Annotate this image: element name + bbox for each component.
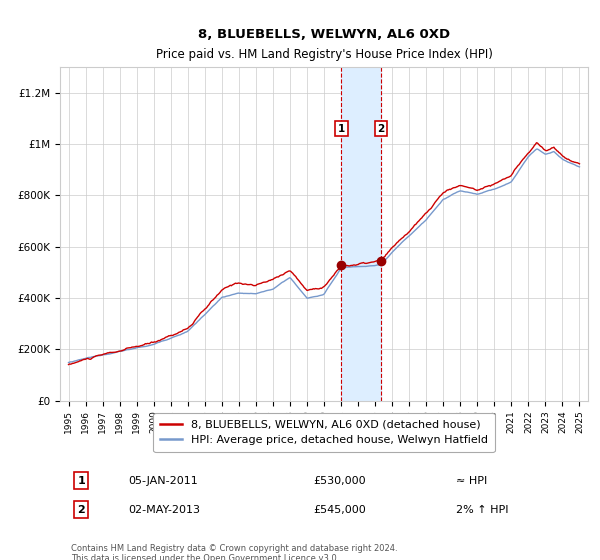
Text: 1: 1 bbox=[77, 476, 85, 486]
Text: Price paid vs. HM Land Registry's House Price Index (HPI): Price paid vs. HM Land Registry's House … bbox=[155, 48, 493, 60]
Bar bbox=[341, 67, 381, 400]
Text: £530,000: £530,000 bbox=[313, 476, 366, 486]
Text: £545,000: £545,000 bbox=[313, 505, 366, 515]
Text: 02-MAY-2013: 02-MAY-2013 bbox=[128, 505, 200, 515]
Legend: 8, BLUEBELLS, WELWYN, AL6 0XD (detached house), HPI: Average price, detached hou: 8, BLUEBELLS, WELWYN, AL6 0XD (detached … bbox=[153, 413, 495, 452]
Text: 2: 2 bbox=[377, 124, 385, 134]
Text: 1: 1 bbox=[338, 124, 345, 134]
Text: 8, BLUEBELLS, WELWYN, AL6 0XD: 8, BLUEBELLS, WELWYN, AL6 0XD bbox=[198, 27, 450, 40]
Text: 2% ↑ HPI: 2% ↑ HPI bbox=[456, 505, 509, 515]
Text: 2: 2 bbox=[77, 505, 85, 515]
Text: Contains HM Land Registry data © Crown copyright and database right 2024.
This d: Contains HM Land Registry data © Crown c… bbox=[71, 544, 397, 560]
Text: ≈ HPI: ≈ HPI bbox=[456, 476, 487, 486]
Text: 05-JAN-2011: 05-JAN-2011 bbox=[128, 476, 199, 486]
